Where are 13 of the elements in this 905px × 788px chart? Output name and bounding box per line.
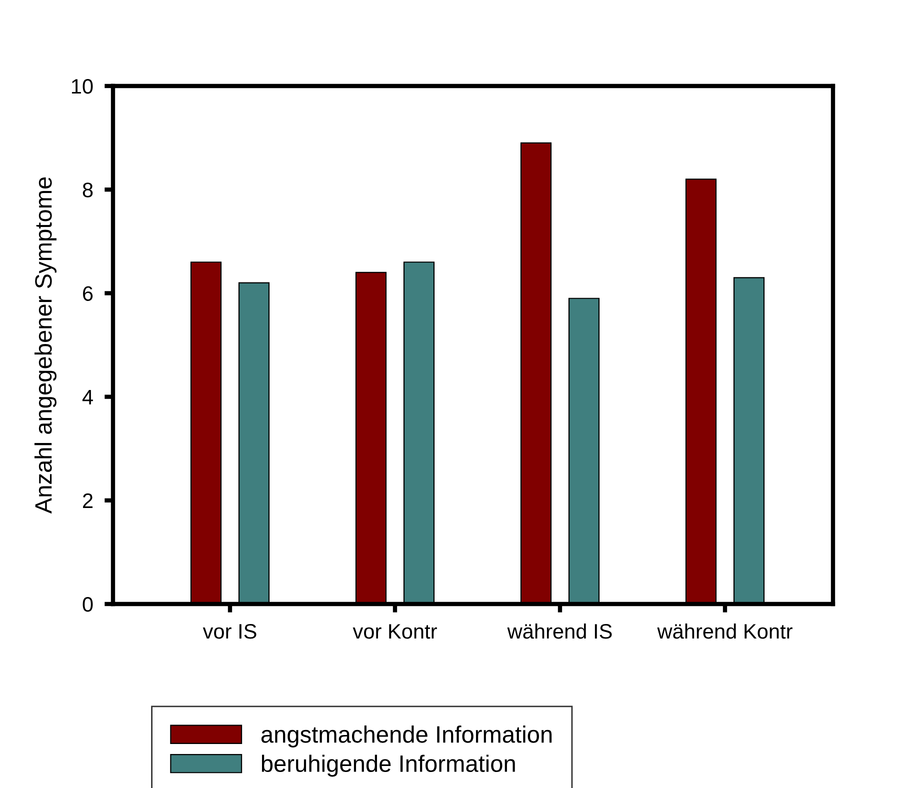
y-tick-label: 10 <box>72 79 93 94</box>
x-tick-label: vor Kontr <box>352 624 437 639</box>
y-tick-label: 8 <box>82 182 93 198</box>
y-axis-title: Anzahl angegebener Symptome <box>34 177 56 514</box>
x-tick-label: während IS <box>507 623 612 639</box>
x-tick-label: während Kontr <box>657 623 792 639</box>
x-tick-label: vor IS <box>202 624 256 639</box>
y-tick-label: 4 <box>82 390 93 404</box>
legend-label: angstmachende Information <box>261 725 552 748</box>
legend-label: beruhigende Information <box>262 754 515 777</box>
y-tick-label: 0 <box>82 597 93 612</box>
y-tick-label: 2 <box>83 493 93 508</box>
y-tick-label: 6 <box>83 286 93 301</box>
